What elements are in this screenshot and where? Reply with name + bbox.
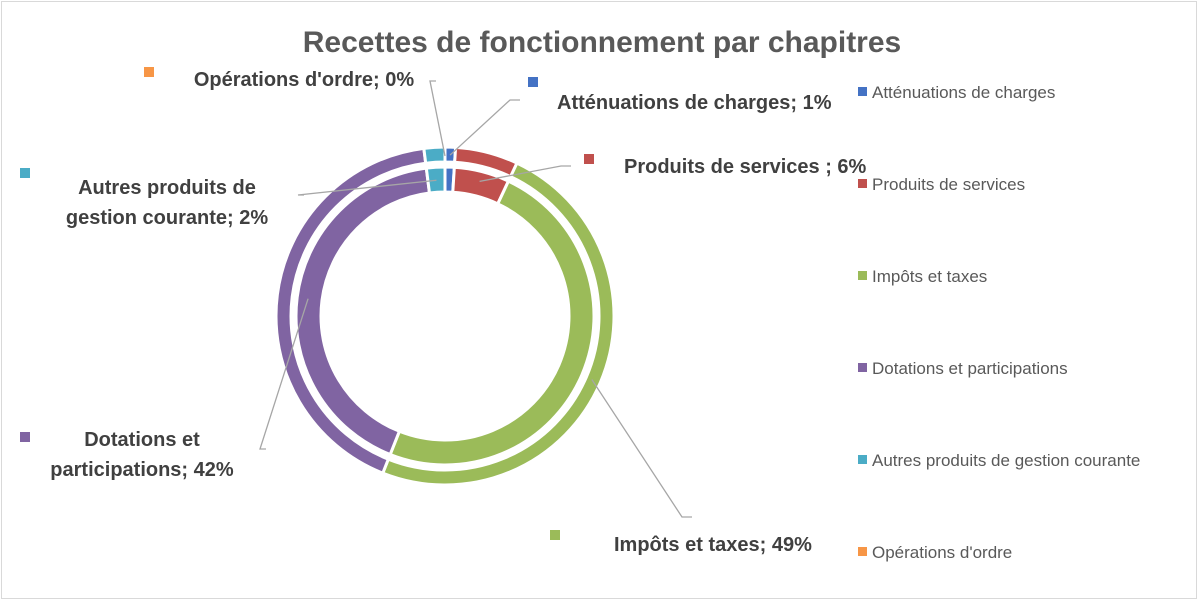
legend-swatch-4 — [858, 455, 867, 464]
legend-entry-1: Produits de services — [872, 175, 1025, 194]
leader-line-1 — [479, 165, 571, 183]
legend-entry-2: Impôts et taxes — [872, 267, 987, 286]
label-marker-4 — [20, 168, 30, 178]
data-label-1: Produits de services ; 6% — [624, 156, 867, 178]
ring-1-slice-4 — [422, 145, 447, 165]
data-label-line: gestion courante; 2% — [66, 207, 268, 229]
legend-swatch-1 — [858, 179, 867, 188]
legend-swatch-5 — [858, 547, 867, 556]
legend-swatch-0 — [858, 87, 867, 96]
label-marker-5 — [144, 67, 154, 77]
legend-entry-5: Opérations d'ordre — [872, 543, 1012, 562]
data-label-line: Autres produits de — [78, 177, 256, 199]
data-label-0: Atténuations de charges; 1% — [557, 92, 832, 114]
data-label-line: Opérations d'ordre; 0% — [194, 69, 415, 91]
legend-swatch-2 — [858, 271, 867, 280]
data-label-line: participations; 42% — [50, 459, 234, 481]
data-label-line: Atténuations de charges; 1% — [557, 92, 832, 114]
leader-line-4 — [297, 179, 437, 196]
leader-line-2 — [591, 379, 692, 518]
legend-swatch-3 — [858, 363, 867, 372]
data-label-3: Dotations et participations; 42% — [50, 429, 234, 481]
leader-lines — [259, 80, 692, 518]
legend-entry-4: Autres produits de gestion courante — [872, 451, 1140, 470]
chart-title: Recettes de fonctionnement par chapitres — [303, 26, 901, 59]
label-marker-2 — [550, 530, 560, 540]
leader-line-0 — [449, 99, 520, 156]
data-label-line: Dotations et — [84, 429, 200, 451]
data-labels: Atténuations de charges; 1% Produits de s… — [20, 67, 867, 556]
label-marker-0 — [528, 77, 538, 87]
leader-line-3 — [259, 298, 309, 450]
label-marker-3 — [20, 432, 30, 442]
legend: Atténuations de charges Produits de servi… — [858, 83, 1140, 562]
data-label-line: Produits de services ; 6% — [624, 156, 867, 178]
data-label-4: Autres produits de gestion courante; 2% — [66, 177, 268, 229]
data-label-2: Impôts et taxes; 49% — [614, 534, 812, 556]
legend-entry-3: Dotations et participations — [872, 359, 1068, 378]
leader-line-5 — [429, 80, 446, 157]
data-label-line: Impôts et taxes; 49% — [614, 534, 812, 556]
label-marker-1 — [584, 154, 594, 164]
data-label-5: Opérations d'ordre; 0% — [194, 69, 415, 91]
legend-entry-0: Atténuations de charges — [872, 83, 1055, 102]
doughnut-rings — [274, 145, 616, 487]
